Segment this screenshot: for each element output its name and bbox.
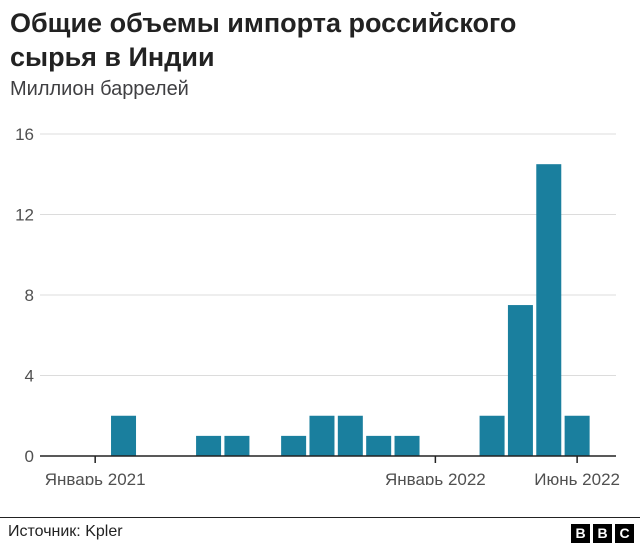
bar (281, 435, 307, 456)
bar (479, 415, 505, 456)
x-tick-label: Январь 2022 (385, 470, 486, 485)
y-tick-label: 16 (15, 125, 34, 144)
chart-title: Общие объемы импорта российского сырья в… (10, 8, 517, 72)
bar (507, 305, 533, 456)
x-tick-label: Январь 2021 (45, 470, 146, 485)
x-axis (40, 455, 616, 463)
y-tick-label: 12 (15, 206, 34, 225)
chart-subtitle: Миллион баррелей (10, 78, 189, 100)
y-tick-label: 0 (25, 447, 34, 466)
y-tick-label: 4 (25, 367, 34, 386)
bar-chart: 0 4 8 12 16 Январь 2021 Январь 2022 Июнь 2022 (15, 125, 620, 485)
bar (309, 415, 335, 456)
bar (224, 435, 250, 456)
bar (366, 435, 392, 456)
y-tick-label: 8 (25, 286, 34, 305)
bbc-logo: B B C (571, 524, 634, 543)
bar (337, 415, 363, 456)
x-tick-label: Июнь 2022 (534, 470, 620, 485)
source-note: Источник: Kpler (8, 523, 123, 540)
bar (564, 415, 590, 456)
bbc-logo-block-3: C (615, 524, 634, 543)
bbc-logo-block-2: B (593, 524, 612, 543)
bar (196, 435, 222, 456)
bar (111, 415, 137, 456)
bar (394, 435, 420, 456)
footer-divider (0, 517, 640, 518)
tick-labels: 0 4 8 12 16 Январь 2021 Январь 2022 Июнь 2022 (15, 125, 620, 485)
bar (536, 164, 562, 456)
bars (111, 164, 590, 456)
bbc-logo-block-1: B (571, 524, 590, 543)
